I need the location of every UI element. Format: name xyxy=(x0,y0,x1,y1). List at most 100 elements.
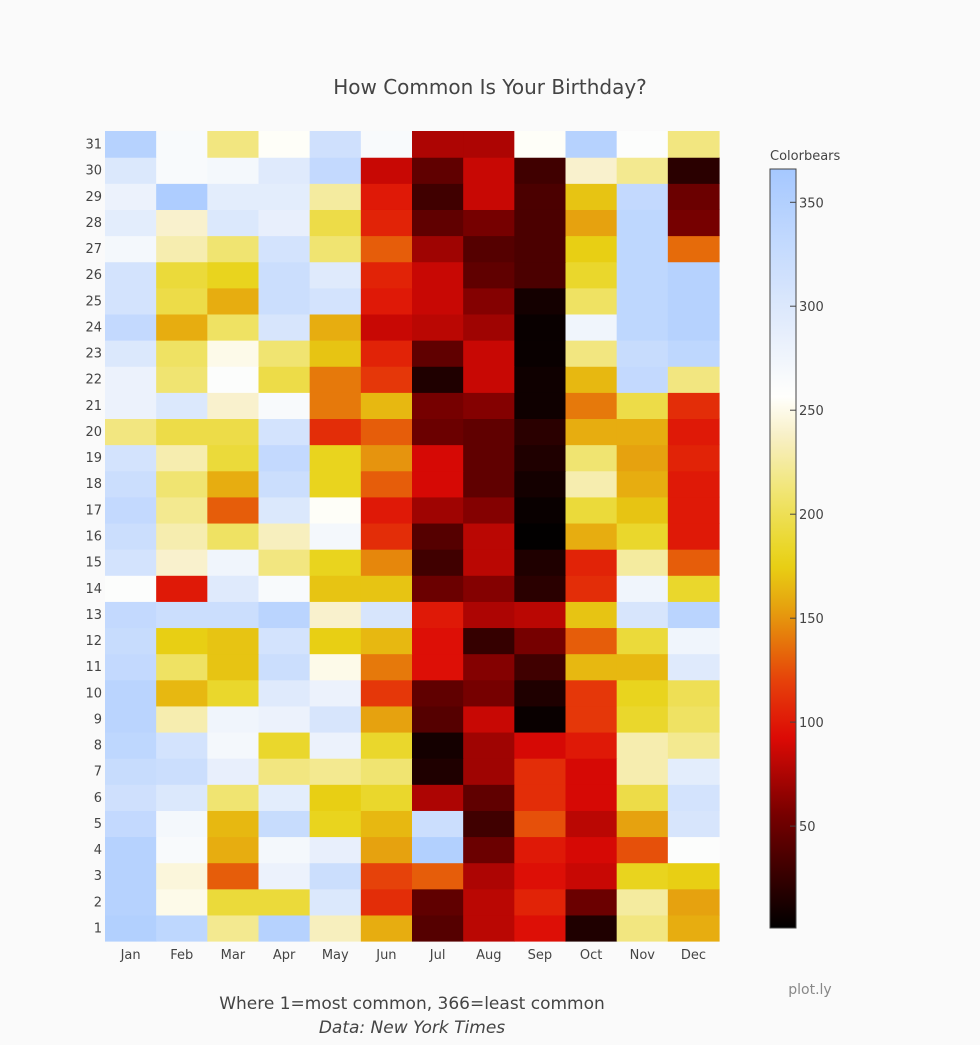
heatmap-cell[interactable] xyxy=(412,183,464,210)
heatmap-cell[interactable] xyxy=(258,131,311,158)
heatmap-cell[interactable] xyxy=(309,340,362,367)
heatmap-cell[interactable] xyxy=(412,366,464,393)
heatmap-cell[interactable] xyxy=(360,653,413,681)
heatmap-cell[interactable] xyxy=(667,758,720,785)
heatmap-cell[interactable] xyxy=(309,418,362,446)
heatmap-cell[interactable] xyxy=(207,679,260,707)
heatmap-cell[interactable] xyxy=(463,313,515,341)
heatmap-cell[interactable] xyxy=(412,784,464,811)
heatmap-cell[interactable] xyxy=(360,235,413,263)
heatmap-cell[interactable] xyxy=(309,444,362,472)
heatmap-cell[interactable] xyxy=(463,418,515,446)
heatmap-cell[interactable] xyxy=(360,888,413,916)
heatmap-cell[interactable] xyxy=(616,418,669,446)
heatmap-cell[interactable] xyxy=(616,235,669,263)
heatmap-cell[interactable] xyxy=(105,261,157,289)
heatmap-cell[interactable] xyxy=(667,496,720,524)
heatmap-cell[interactable] xyxy=(360,549,413,576)
heatmap-cell[interactable] xyxy=(463,549,515,576)
heatmap-cell[interactable] xyxy=(412,313,464,341)
heatmap-cell[interactable] xyxy=(360,131,413,158)
heatmap-cell[interactable] xyxy=(565,784,618,811)
heatmap-cell[interactable] xyxy=(514,784,567,811)
heatmap-cell[interactable] xyxy=(309,862,362,890)
heatmap-cell[interactable] xyxy=(156,784,208,811)
heatmap-cell[interactable] xyxy=(360,758,413,785)
heatmap-cell[interactable] xyxy=(156,470,208,498)
heatmap-cell[interactable] xyxy=(463,914,515,942)
heatmap-cell[interactable] xyxy=(258,784,311,811)
heatmap-cell[interactable] xyxy=(207,340,260,367)
heatmap-cell[interactable] xyxy=(156,418,208,446)
heatmap-cell[interactable] xyxy=(360,810,413,838)
heatmap-cell[interactable] xyxy=(258,888,311,916)
heatmap-cell[interactable] xyxy=(565,157,618,184)
heatmap-cell[interactable] xyxy=(360,679,413,707)
heatmap-cell[interactable] xyxy=(616,575,669,602)
heatmap-cell[interactable] xyxy=(207,862,260,890)
heatmap-cell[interactable] xyxy=(514,836,567,864)
heatmap-cell[interactable] xyxy=(105,444,157,472)
heatmap-cell[interactable] xyxy=(309,810,362,838)
heatmap-cell[interactable] xyxy=(105,418,157,446)
heatmap-cell[interactable] xyxy=(616,444,669,472)
heatmap-cell[interactable] xyxy=(514,758,567,785)
heatmap-cell[interactable] xyxy=(616,183,669,210)
heatmap-cell[interactable] xyxy=(616,862,669,890)
heatmap-cell[interactable] xyxy=(207,914,260,942)
heatmap-cell[interactable] xyxy=(258,444,311,472)
heatmap-cell[interactable] xyxy=(667,261,720,289)
heatmap-cell[interactable] xyxy=(514,340,567,367)
heatmap-cell[interactable] xyxy=(156,758,208,785)
heatmap-cell[interactable] xyxy=(258,679,311,707)
heatmap-cell[interactable] xyxy=(616,209,669,237)
heatmap-cell[interactable] xyxy=(514,235,567,263)
heatmap-cell[interactable] xyxy=(565,627,618,655)
heatmap-cell[interactable] xyxy=(412,470,464,498)
heatmap-cell[interactable] xyxy=(360,836,413,864)
heatmap-cell[interactable] xyxy=(667,705,720,733)
heatmap-cell[interactable] xyxy=(360,418,413,446)
heatmap-cell[interactable] xyxy=(616,679,669,707)
heatmap-cell[interactable] xyxy=(667,862,720,890)
heatmap-cell[interactable] xyxy=(360,522,413,550)
heatmap-cell[interactable] xyxy=(309,575,362,602)
heatmap-cell[interactable] xyxy=(309,601,362,629)
heatmap-cell[interactable] xyxy=(309,209,362,237)
heatmap-cell[interactable] xyxy=(156,653,208,681)
heatmap-cell[interactable] xyxy=(616,784,669,811)
heatmap-cell[interactable] xyxy=(309,313,362,341)
heatmap-cell[interactable] xyxy=(463,836,515,864)
heatmap-cell[interactable] xyxy=(667,209,720,237)
heatmap-cell[interactable] xyxy=(667,888,720,916)
heatmap-cell[interactable] xyxy=(309,183,362,210)
heatmap-cell[interactable] xyxy=(105,601,157,629)
heatmap-cell[interactable] xyxy=(156,209,208,237)
heatmap-cell[interactable] xyxy=(463,601,515,629)
heatmap-cell[interactable] xyxy=(105,653,157,681)
heatmap-cell[interactable] xyxy=(309,888,362,916)
heatmap-cell[interactable] xyxy=(412,627,464,655)
heatmap-cell[interactable] xyxy=(463,784,515,811)
heatmap-cell[interactable] xyxy=(412,705,464,733)
heatmap-cell[interactable] xyxy=(514,731,567,759)
heatmap-cell[interactable] xyxy=(207,209,260,237)
heatmap-cell[interactable] xyxy=(463,470,515,498)
heatmap-cell[interactable] xyxy=(360,313,413,341)
heatmap-cell[interactable] xyxy=(463,496,515,524)
heatmap-cell[interactable] xyxy=(463,627,515,655)
heatmap-cell[interactable] xyxy=(667,287,720,315)
heatmap-cell[interactable] xyxy=(156,261,208,289)
heatmap-cell[interactable] xyxy=(105,183,157,210)
heatmap-cell[interactable] xyxy=(360,209,413,237)
heatmap-cell[interactable] xyxy=(360,183,413,210)
heatmap-cell[interactable] xyxy=(207,392,260,420)
heatmap-cell[interactable] xyxy=(105,131,157,158)
heatmap-cell[interactable] xyxy=(616,836,669,864)
heatmap-cell[interactable] xyxy=(463,131,515,158)
heatmap-cell[interactable] xyxy=(412,496,464,524)
heatmap-cell[interactable] xyxy=(667,653,720,681)
heatmap-cell[interactable] xyxy=(207,366,260,393)
heatmap-cell[interactable] xyxy=(565,731,618,759)
heatmap-cell[interactable] xyxy=(258,810,311,838)
